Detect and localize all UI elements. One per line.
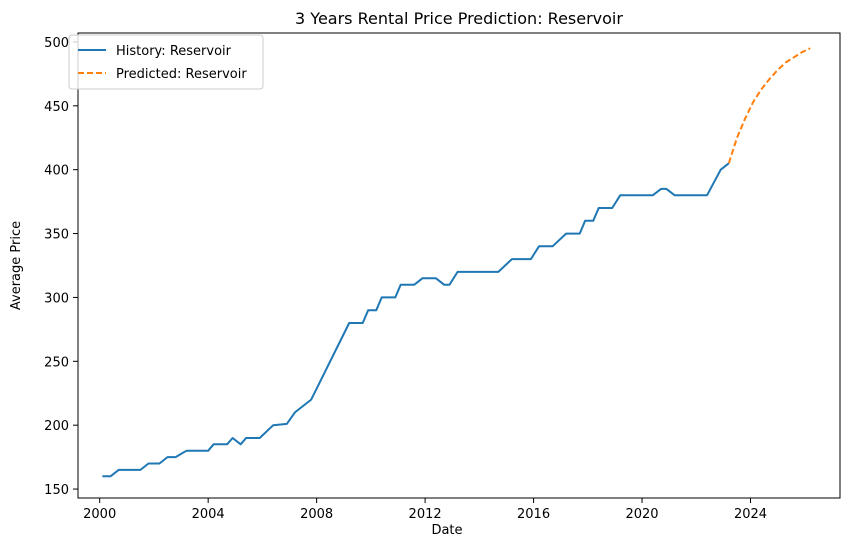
y-tick-label: 150	[44, 483, 69, 498]
y-tick-label: 300	[44, 291, 69, 306]
y-tick-label: 500	[44, 36, 69, 51]
y-tick-label: 350	[44, 228, 69, 243]
y-tick-label: 200	[44, 419, 69, 434]
series-line-predicted	[727, 47, 811, 164]
x-tick-label: 2016	[517, 507, 550, 522]
y-axis-title: Average Price	[9, 221, 24, 310]
x-tick-label: 2008	[300, 507, 333, 522]
series-line-history	[102, 162, 730, 478]
legend-box	[68, 34, 264, 90]
legend-label-history: History: Reservoir	[116, 44, 232, 59]
x-tick-label: 2004	[192, 507, 225, 522]
chart-title: 3 Years Rental Price Prediction: Reservo…	[295, 9, 623, 28]
y-tick-label: 450	[44, 100, 69, 115]
x-tick-label: 2000	[83, 507, 116, 522]
x-axis-title: Date	[431, 523, 462, 538]
legend-label-predicted: Predicted: Reservoir	[116, 67, 247, 82]
y-tick-label: 400	[44, 164, 69, 179]
y-tick-label: 250	[44, 355, 69, 370]
x-tick-label: 2020	[625, 507, 658, 522]
plot-frame	[77, 32, 841, 499]
x-tick-label: 2012	[409, 507, 442, 522]
legend: History: Reservoir Predicted: Reservoir	[68, 34, 264, 90]
x-tick-label: 2024	[734, 507, 767, 522]
